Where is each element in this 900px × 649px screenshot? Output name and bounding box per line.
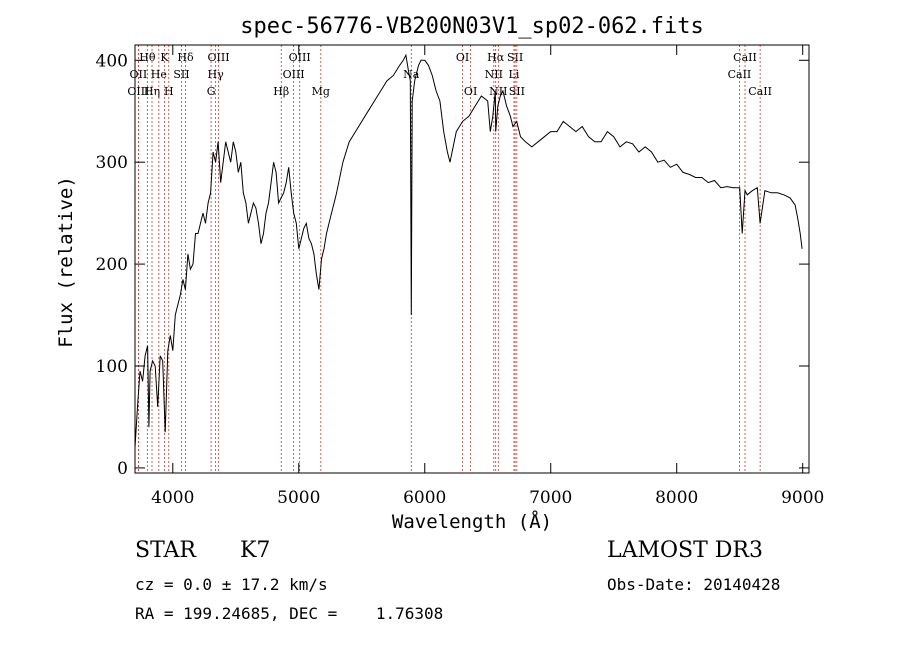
- obs-date-text: Obs-Date: 20140428: [607, 575, 781, 594]
- line-label-15: Mg: [312, 85, 330, 98]
- x-tick-label-6000: 6000: [403, 488, 446, 508]
- line-label-24: SII: [509, 85, 525, 98]
- line-label-3: K: [160, 51, 169, 64]
- object-subclass: K7: [240, 538, 271, 563]
- x-axis-label: Wavelength (Å): [392, 510, 552, 533]
- x-tick-label-4000: 4000: [151, 488, 194, 508]
- redshift-text: cz = 0.0 ± 17.2 km/s: [135, 575, 328, 594]
- line-label-26: CaII: [728, 68, 752, 81]
- line-label-21: NII: [489, 85, 507, 98]
- line-label-27: CaII: [748, 85, 772, 98]
- object-class: STAR: [135, 538, 196, 563]
- line-label-17: OI: [456, 51, 469, 64]
- axis-ticks: 4000 5000 6000 7000 8000 9000 0 100 200 300 400: [96, 45, 824, 508]
- line-label-6: Hδ: [177, 51, 194, 64]
- line-label-12: OIII: [289, 51, 311, 64]
- y-tick-label-100: 100: [96, 357, 128, 377]
- line-label-7: SII: [173, 68, 189, 81]
- line-label-25: CaII: [733, 51, 757, 64]
- line-label-11: G: [207, 85, 216, 98]
- plot-frame: [134, 44, 810, 474]
- y-tick-label-0: 0: [117, 459, 128, 479]
- line-label-14: Hβ: [273, 85, 289, 98]
- y-tick-label-200: 200: [96, 255, 128, 275]
- line-label-19: Hα: [487, 51, 505, 64]
- line-label-18: OI: [464, 85, 477, 98]
- line-label-5: Hη: [144, 85, 160, 98]
- x-tick-label-7000: 7000: [529, 488, 572, 508]
- series-layer: [134, 53, 803, 448]
- line-label-4: He: [151, 68, 167, 81]
- x-tick-label-5000: 5000: [277, 488, 320, 508]
- line-label-10: Hγ: [208, 68, 225, 81]
- line-label-2: OIII: [127, 85, 149, 98]
- y-axis-label: Flux (relative): [55, 176, 77, 348]
- survey-label: LAMOST DR3: [607, 538, 763, 563]
- line-label-20: NII: [485, 68, 503, 81]
- line-label-0: Hθ: [139, 51, 156, 64]
- series-line-flux: [134, 53, 803, 448]
- y-tick-label-300: 300: [96, 153, 128, 173]
- line-label-22: SII: [507, 51, 523, 64]
- line-label-8: H: [164, 85, 174, 98]
- x-tick-label-8000: 8000: [655, 488, 698, 508]
- x-tick-label-9000: 9000: [781, 488, 824, 508]
- line-label-23: Li: [509, 68, 520, 81]
- line-label-9: OIII: [207, 51, 229, 64]
- coordinates-text: RA = 199.24685, DEC = 1.76308: [135, 604, 444, 623]
- chart-title: spec-56776-VB200N03V1_sp02-062.fits: [240, 14, 704, 39]
- line-label-13: OIII: [283, 68, 305, 81]
- y-tick-label-400: 400: [96, 51, 128, 71]
